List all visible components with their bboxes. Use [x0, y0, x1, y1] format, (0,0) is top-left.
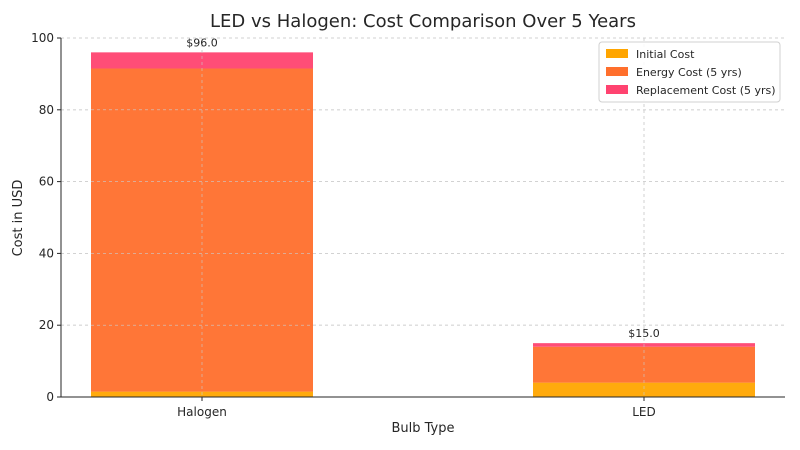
y-tick-label: 100 [31, 31, 54, 45]
bars [61, 37, 785, 398]
y-axis-label: Cost in USD [11, 180, 26, 257]
axes [60, 38, 785, 398]
y-tick-label: 0 [46, 390, 54, 404]
x-ticks: Halogen LED [177, 397, 656, 419]
legend-box [598, 41, 781, 103]
y-tick-label: 20 [39, 318, 54, 332]
total-label: $96.0 [186, 36, 218, 49]
legend-swatch [606, 85, 628, 94]
y-tick-label: 60 [39, 175, 54, 189]
legend: Initial Cost Energy Cost (5 yrs) Replaceme… [598, 41, 781, 103]
y-ticks: 0 20 40 60 80 100 [31, 31, 61, 404]
x-tick-label: Halogen [177, 405, 227, 419]
legend-label: Replacement Cost (5 yrs) [636, 84, 776, 97]
bar-led-1 [533, 382, 755, 397]
y-tick-label: 40 [39, 246, 54, 260]
bar-halogen-3 [91, 52, 313, 69]
x-axis-label: Bulb Type [391, 421, 454, 436]
legend-label: Energy Cost (5 yrs) [636, 66, 742, 79]
chart-title: LED vs Halogen: Cost Comparison Over 5 Y… [210, 11, 636, 32]
legend-swatch [606, 49, 628, 58]
y-tick-label: 80 [39, 103, 54, 117]
total-labels: $96.0 $15.0 [186, 36, 660, 340]
legend-label: Initial Cost [636, 48, 695, 61]
x-tick-label: LED [632, 405, 656, 419]
legend-swatch [606, 67, 628, 76]
total-label: $15.0 [628, 327, 660, 340]
